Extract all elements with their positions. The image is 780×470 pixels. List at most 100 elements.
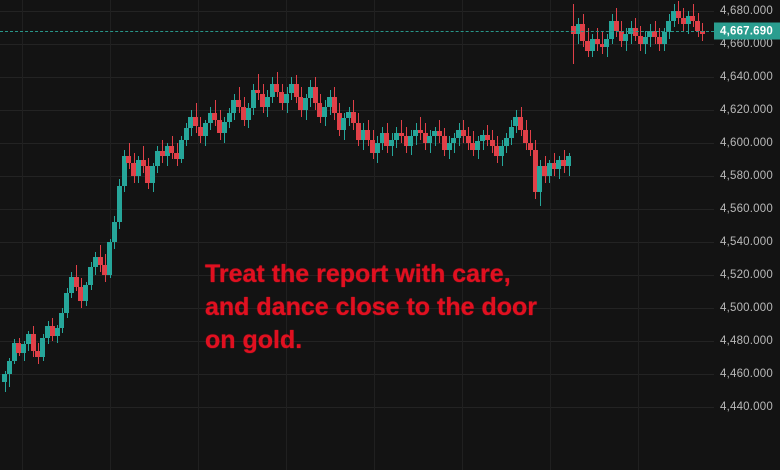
candle-body — [284, 93, 289, 104]
candle-body — [389, 139, 394, 147]
candle-body — [456, 129, 461, 139]
candle-body — [623, 34, 628, 41]
candle-body — [313, 86, 318, 104]
candle-body — [160, 151, 165, 157]
candle-wick — [454, 133, 455, 153]
candle-body — [666, 20, 671, 33]
candle-body — [145, 166, 150, 183]
candle-body — [595, 39, 600, 44]
gridline-horizontal — [0, 242, 714, 243]
candle-body — [265, 96, 270, 107]
candle-body — [227, 113, 232, 122]
candle-body — [188, 116, 193, 129]
candle-body — [126, 156, 131, 163]
candlestick-series — [2, 1, 705, 393]
candle-body — [117, 185, 122, 223]
candle-body — [179, 139, 184, 160]
candle-body — [437, 131, 442, 137]
candle-body — [98, 256, 103, 266]
gridline-horizontal — [0, 308, 714, 309]
candle-body — [356, 123, 361, 140]
candle-body — [375, 143, 380, 153]
candle-body — [12, 342, 17, 361]
candle-body — [628, 27, 633, 35]
chart-plot-area[interactable] — [0, 0, 714, 470]
gridline-horizontal — [0, 110, 714, 111]
candle-wick — [162, 139, 163, 163]
candle-body — [576, 24, 581, 35]
candle-body — [317, 103, 322, 117]
candle-body — [107, 242, 112, 275]
price-axis-tick-label: 4,440.000 — [720, 401, 773, 413]
candle-body — [638, 35, 643, 44]
candle-body — [193, 116, 198, 127]
candle-body — [475, 141, 480, 150]
candle-body — [7, 360, 12, 374]
candle-body — [217, 119, 222, 134]
candle-body — [513, 116, 518, 127]
candle-body — [141, 159, 146, 167]
candle-wick — [530, 129, 531, 157]
price-axis-tick-label: 4,580.000 — [720, 170, 773, 182]
candle-body — [552, 162, 557, 170]
candle-body — [561, 159, 566, 167]
candle-body — [518, 116, 523, 130]
candle-body — [604, 39, 609, 48]
candle-body — [69, 276, 74, 294]
gridline-vertical — [110, 0, 111, 470]
gridline-horizontal — [0, 209, 714, 210]
candle-body — [619, 30, 624, 41]
gridline-horizontal — [0, 176, 714, 177]
candle-wick — [239, 86, 240, 114]
candle-body — [236, 100, 241, 107]
gridline-vertical — [462, 0, 463, 470]
candle-body — [442, 136, 447, 150]
candle-body — [394, 133, 399, 140]
price-axis-tick-label: 4,600.000 — [720, 137, 773, 149]
candle-body — [542, 166, 547, 176]
candle-body — [351, 111, 356, 124]
candle-body — [427, 136, 432, 143]
candle-body — [289, 83, 294, 94]
candle-body — [308, 86, 313, 99]
candle-body — [35, 350, 40, 358]
price-axis-tick-label: 4,660.000 — [720, 38, 773, 50]
candle-body — [150, 166, 155, 183]
gridline-horizontal — [0, 407, 714, 408]
candle-body — [600, 44, 605, 48]
candle-body — [122, 156, 127, 186]
candle-body — [165, 146, 170, 157]
candle-body — [676, 11, 681, 18]
candle-body — [74, 276, 79, 287]
price-axis-tick-label: 4,680.000 — [720, 5, 773, 17]
candle-body — [26, 334, 31, 345]
candle-body — [198, 126, 203, 137]
candle-wick — [435, 126, 436, 147]
candle-body — [341, 118, 346, 130]
candle-body — [662, 32, 667, 44]
candle-body — [64, 293, 69, 313]
price-axis-tick-label: 4,540.000 — [720, 236, 773, 248]
candle-body — [131, 162, 136, 176]
candle-body — [241, 106, 246, 120]
candle-body — [490, 139, 495, 147]
gridline-horizontal — [0, 275, 714, 276]
gridline-vertical — [286, 0, 287, 470]
candle-body — [279, 91, 284, 104]
price-axis[interactable]: 4,680.000 4,660.000 4,640.000 4,620.000 4,60… — [714, 0, 780, 470]
candle-body — [370, 139, 375, 153]
candle-body — [408, 136, 413, 147]
candle-body — [40, 337, 45, 358]
candle-body — [451, 138, 456, 143]
candle-body — [31, 334, 36, 351]
gridline-horizontal — [0, 143, 714, 144]
candle-body — [657, 37, 662, 44]
candle-body — [78, 286, 83, 302]
candle-body — [380, 133, 385, 143]
candle-body — [83, 284, 88, 302]
candle-body — [566, 156, 571, 167]
candle-body — [322, 106, 327, 117]
last-price-badge[interactable]: 4,667.690 — [714, 22, 780, 40]
candle-body — [21, 344, 26, 353]
candle-body — [494, 146, 499, 157]
